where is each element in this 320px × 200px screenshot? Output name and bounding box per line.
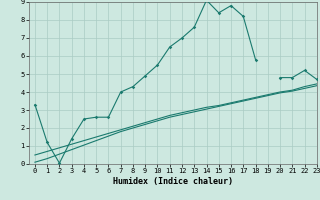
X-axis label: Humidex (Indice chaleur): Humidex (Indice chaleur) bbox=[113, 177, 233, 186]
